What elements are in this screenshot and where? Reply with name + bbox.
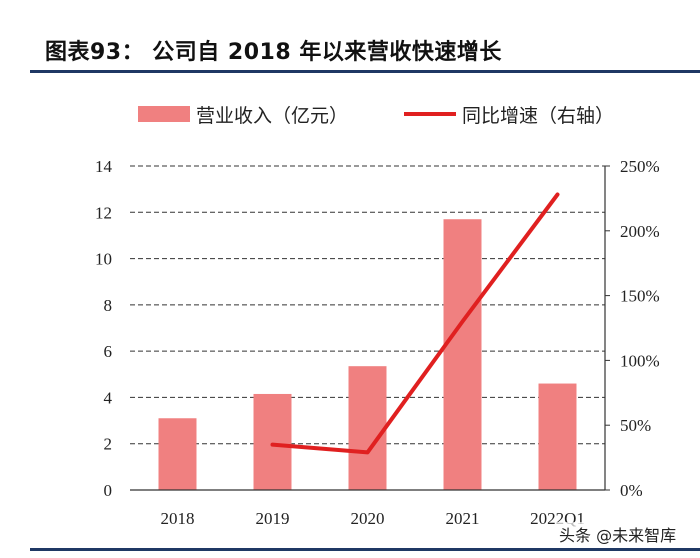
y-right-tick-label: 100% <box>620 351 660 370</box>
y-right-tick-label: 0% <box>620 481 643 500</box>
y-left-tick-label: 12 <box>95 203 112 222</box>
y-left-tick-label: 0 <box>104 481 113 500</box>
line-series <box>270 192 560 455</box>
bar <box>158 418 197 490</box>
y-right-tick-label: 250% <box>620 157 660 176</box>
x-tick-label: 2018 <box>161 509 195 528</box>
bar <box>443 219 482 490</box>
growth-line <box>270 192 560 455</box>
bar <box>253 393 292 490</box>
axes: 0 2 4 6 8 10 12 14 0% 50% 100% 150% 200% 250% 2018 2019… <box>95 157 660 528</box>
watermark: 头条 @未来智库 <box>556 522 680 546</box>
bar <box>348 366 387 490</box>
y-left-tick-label: 8 <box>104 296 113 315</box>
x-tick-label: 2019 <box>256 509 290 528</box>
y-left-tick-label: 2 <box>104 435 113 454</box>
y-left-tick-label: 6 <box>104 342 113 361</box>
x-tick-label: 2020 <box>351 509 385 528</box>
legend-bar-label: 营业收入（亿元） <box>196 105 348 127</box>
y-left-tick-label: 4 <box>104 388 113 407</box>
gridlines <box>130 165 605 445</box>
legend-bar-swatch <box>138 106 190 122</box>
y-right-tick-label: 200% <box>620 222 660 241</box>
y-left-tick-label: 10 <box>95 250 112 269</box>
legend-line-label: 同比增速（右轴） <box>462 105 614 127</box>
y-left-tick-label: 14 <box>95 157 113 176</box>
bar-series <box>158 219 577 490</box>
y-right-tick-label: 50% <box>620 416 651 435</box>
title-rule <box>30 70 700 73</box>
legend: 营业收入（亿元） 同比增速（右轴） <box>138 105 614 127</box>
x-tick-label: 2021 <box>446 509 480 528</box>
chart-title: 图表93： 公司自 2018 年以来营收快速增长 <box>45 40 502 65</box>
bar <box>538 383 577 490</box>
bottom-rule <box>30 548 700 551</box>
y-right-tick-label: 150% <box>620 287 660 306</box>
